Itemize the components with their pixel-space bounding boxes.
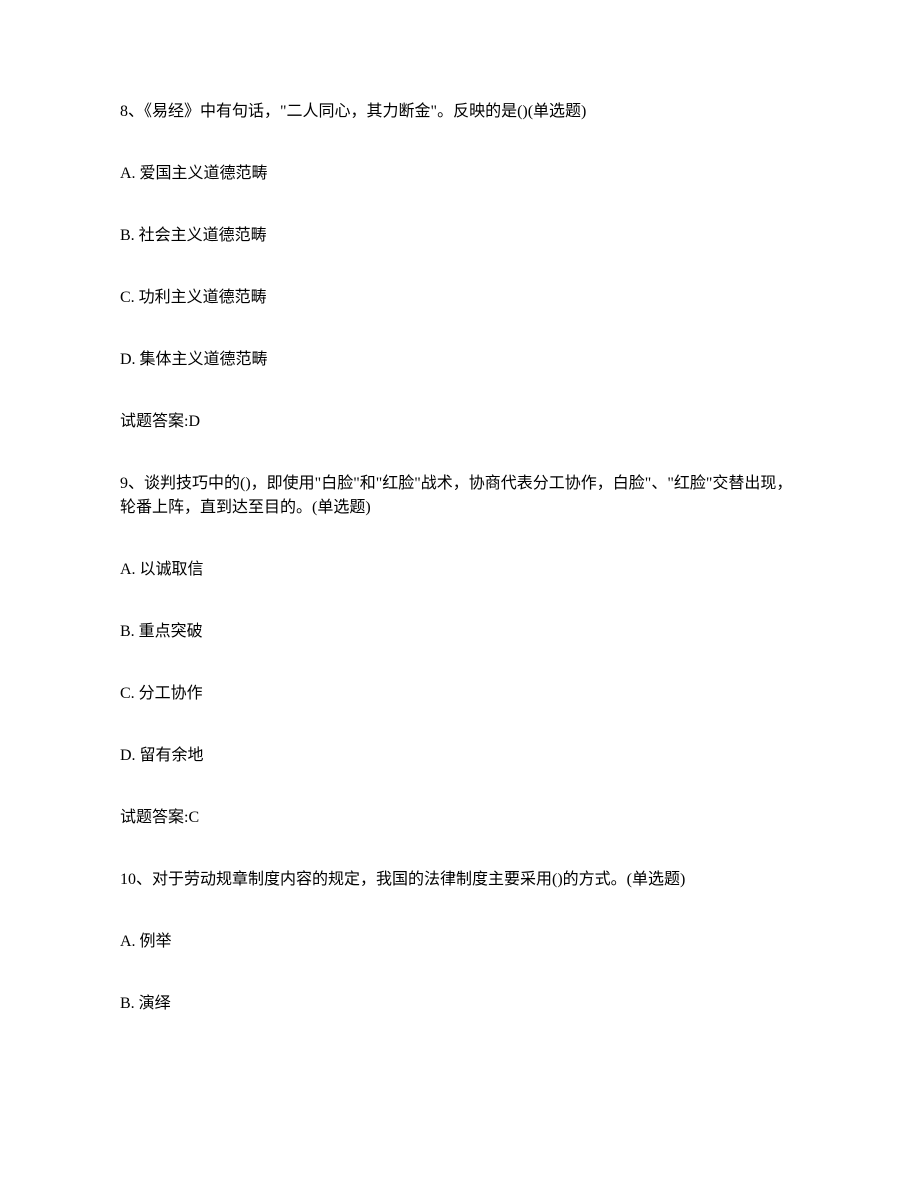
question-9-stem: 9、谈判技巧中的()，即使用"白脸"和"红脸"战术，协商代表分工协作，白脸"、"… <box>120 472 800 520</box>
question-8-option-c: C. 功利主义道德范畴 <box>120 286 800 310</box>
question-9-option-c: C. 分工协作 <box>120 682 800 706</box>
question-9-option-d: D. 留有余地 <box>120 744 800 768</box>
question-10-stem: 10、对于劳动规章制度内容的规定，我国的法律制度主要采用()的方式。(单选题) <box>120 868 800 892</box>
question-9-answer: 试题答案:C <box>120 806 800 830</box>
question-8-answer: 试题答案:D <box>120 410 800 434</box>
document-page: 8、《易经》中有句话，"二人同心，其力断金"。反映的是()(单选题) A. 爱国… <box>0 0 920 1191</box>
question-8-option-d: D. 集体主义道德范畴 <box>120 348 800 372</box>
question-9-option-a: A. 以诚取信 <box>120 558 800 582</box>
question-9-option-b: B. 重点突破 <box>120 620 800 644</box>
question-8-stem: 8、《易经》中有句话，"二人同心，其力断金"。反映的是()(单选题) <box>120 100 800 124</box>
question-10-option-b: B. 演绎 <box>120 992 800 1016</box>
question-8-option-a: A. 爱国主义道德范畴 <box>120 162 800 186</box>
question-10-option-a: A. 例举 <box>120 930 800 954</box>
question-8-option-b: B. 社会主义道德范畴 <box>120 224 800 248</box>
